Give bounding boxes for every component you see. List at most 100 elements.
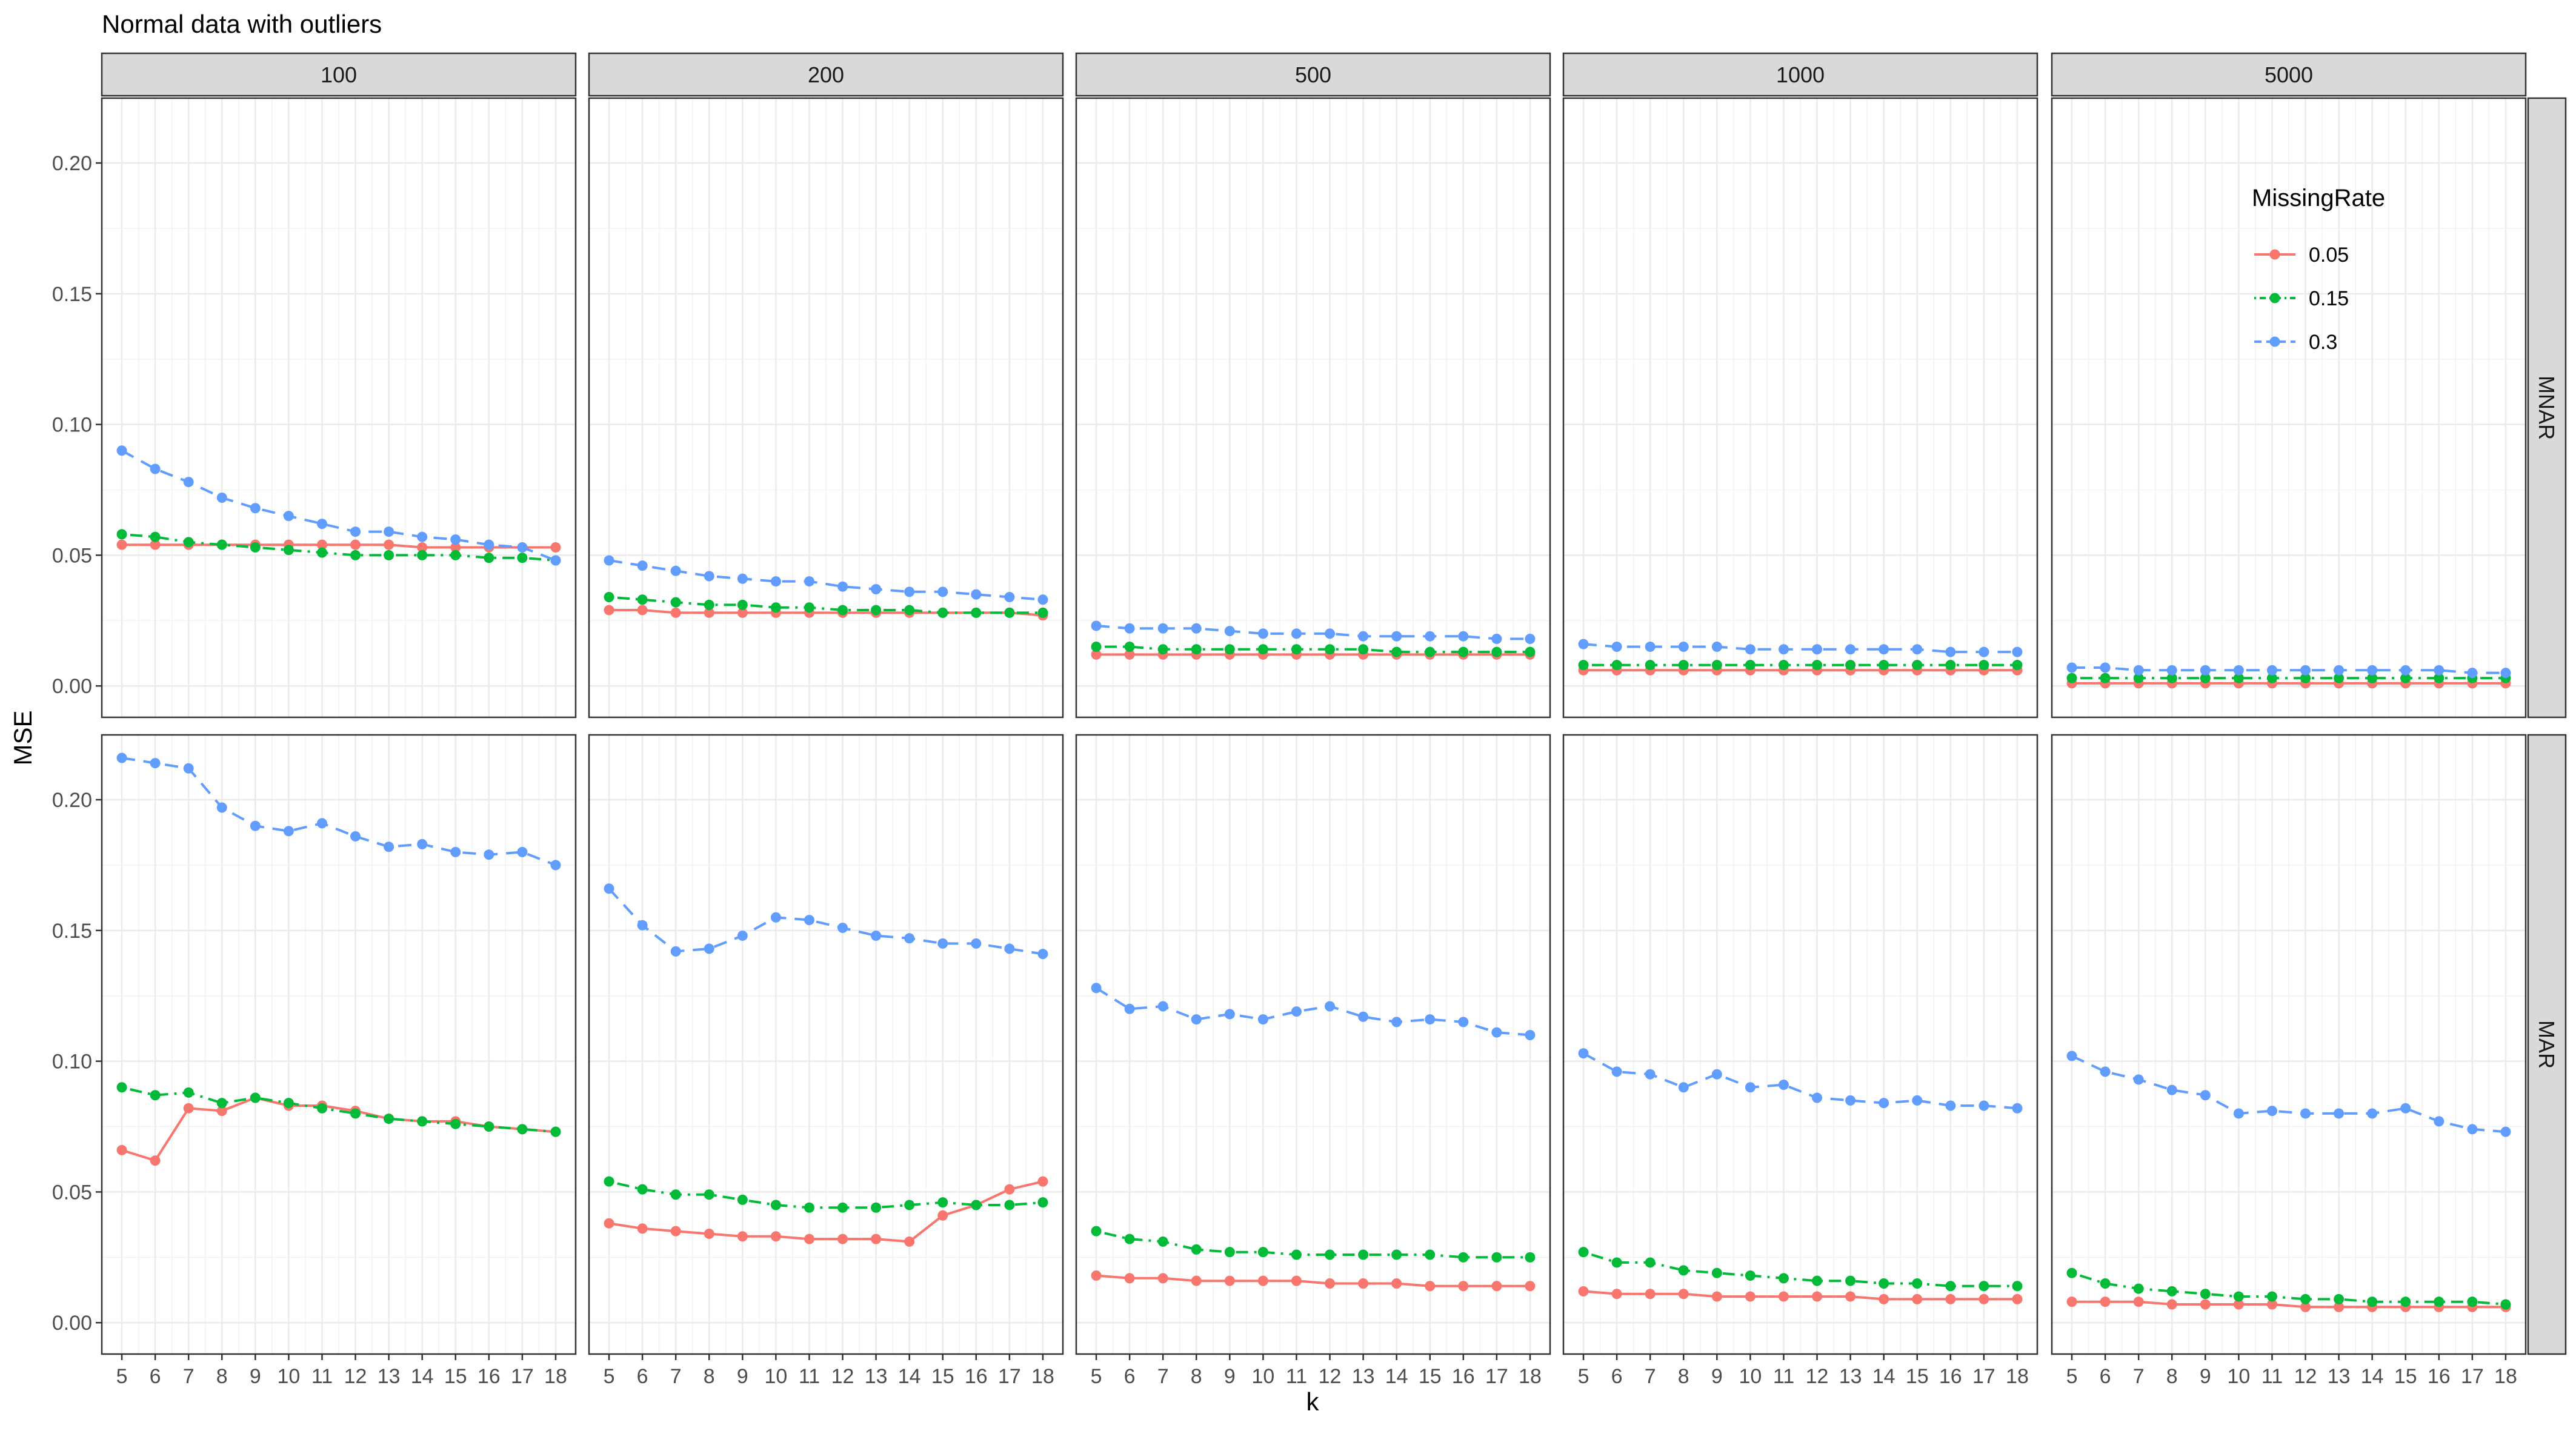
panel-border — [588, 97, 1064, 719]
x-tick-label: 14 — [2361, 1365, 2384, 1388]
data-point-0-15 — [2334, 1293, 2345, 1304]
data-point-0-3 — [1845, 644, 1856, 655]
data-point-0-3 — [871, 584, 882, 595]
data-point-0-15 — [1391, 1249, 1402, 1260]
data-point-0-15 — [2100, 672, 2111, 683]
data-point-0-3 — [2367, 1108, 2378, 1119]
data-point-0-3 — [2300, 1108, 2311, 1119]
data-point-0-3 — [2400, 1103, 2411, 1114]
data-point-0-15 — [1912, 660, 1923, 671]
data-point-0-15 — [1291, 1249, 1302, 1260]
x-tick-label: 6 — [637, 1365, 648, 1388]
x-tick-label: 18 — [1519, 1365, 1542, 1388]
data-point-0-3 — [1611, 1066, 1622, 1077]
data-point-0-15 — [2133, 672, 2144, 683]
data-point-0-15 — [2367, 672, 2378, 683]
series-line-0-15 — [608, 1180, 1043, 1209]
data-point-0-3 — [2500, 1126, 2511, 1137]
data-point-0-3 — [250, 820, 261, 831]
x-tick-label: 13 — [1839, 1365, 1862, 1388]
data-point-0-3 — [2334, 1108, 2345, 1119]
data-point-0-3 — [1257, 1014, 1268, 1025]
data-point-0-05 — [550, 542, 561, 553]
data-point-0-05 — [1325, 1278, 1336, 1289]
data-point-0-15 — [1678, 660, 1689, 671]
data-point-0-3 — [2133, 1074, 2144, 1085]
data-point-0-15 — [1458, 1252, 1469, 1263]
data-point-0-05 — [1091, 649, 1102, 660]
x-tick-label: 6 — [1124, 1365, 1136, 1388]
x-tick-label: 12 — [344, 1365, 367, 1388]
facet-strip-5000 — [2051, 52, 2527, 97]
x-tick-label: 10 — [1739, 1365, 1762, 1388]
data-point-0-15 — [1124, 1233, 1135, 1244]
x-tick-label: 7 — [2133, 1365, 2145, 1388]
data-point-0-15 — [2233, 672, 2244, 683]
data-point-0-3 — [1004, 591, 1015, 602]
data-point-0-15 — [1037, 1197, 1048, 1208]
data-point-0-15 — [1879, 1278, 1889, 1289]
data-point-0-15 — [837, 605, 848, 616]
data-point-0-05 — [637, 605, 648, 616]
data-point-0-3 — [1778, 1079, 1789, 1090]
data-point-0-3 — [150, 463, 161, 474]
data-point-0-05 — [604, 1218, 614, 1229]
x-tick-label: 7 — [1157, 1365, 1169, 1388]
series-line-0-15 — [1583, 1250, 2017, 1287]
data-point-0-3 — [871, 930, 882, 941]
x-tick-label: 18 — [2006, 1365, 2029, 1388]
data-point-0-3 — [417, 531, 428, 542]
data-point-0-15 — [484, 1121, 494, 1132]
data-point-0-05 — [2012, 1293, 2023, 1304]
data-point-0-05 — [1745, 1291, 1756, 1302]
data-point-0-3 — [1645, 1069, 1656, 1080]
data-point-0-3 — [116, 752, 127, 763]
facet-strip-label: 5000 — [2265, 62, 2313, 87]
data-point-0-15 — [316, 1103, 327, 1114]
data-point-0-3 — [2233, 665, 2244, 676]
data-point-0-15 — [2400, 1297, 2411, 1307]
panel-border — [2051, 97, 2527, 719]
data-point-0-3 — [1845, 1095, 1856, 1106]
facet-strip-200 — [588, 52, 1064, 97]
data-point-0-3 — [1812, 1092, 1823, 1103]
data-point-0-15 — [2166, 672, 2177, 683]
data-point-0-3 — [1004, 943, 1015, 954]
data-point-0-15 — [737, 599, 748, 610]
data-point-0-15 — [484, 553, 494, 563]
data-point-0-05 — [2100, 1297, 2111, 1307]
data-point-0-05 — [2300, 1301, 2311, 1312]
data-point-0-3 — [837, 923, 848, 934]
data-point-0-3 — [1291, 628, 1302, 639]
data-point-0-3 — [1358, 631, 1369, 642]
data-point-0-05 — [450, 542, 461, 553]
data-point-0-15 — [183, 1087, 194, 1098]
data-point-0-05 — [1004, 1184, 1015, 1195]
data-point-0-15 — [637, 594, 648, 605]
data-point-0-15 — [1645, 660, 1656, 671]
data-point-0-3 — [1358, 1011, 1369, 1022]
legend-key-point — [2269, 336, 2280, 347]
panel-border — [1075, 734, 1551, 1355]
legend-entry-label: 0.3 — [2309, 331, 2337, 354]
data-point-0-15 — [837, 1202, 848, 1213]
data-point-0-3 — [937, 938, 948, 949]
data-point-0-05 — [2266, 1299, 2277, 1310]
data-point-0-15 — [904, 605, 915, 616]
data-point-0-3 — [2434, 1116, 2445, 1127]
data-point-0-15 — [1678, 1265, 1689, 1276]
data-point-0-15 — [2266, 672, 2277, 683]
x-tick-label: 15 — [931, 1365, 954, 1388]
data-point-0-05 — [704, 607, 714, 618]
series-line-0-3 — [1583, 643, 2017, 654]
data-point-0-15 — [283, 545, 294, 556]
data-point-0-15 — [1845, 1275, 1856, 1286]
data-point-0-3 — [637, 920, 648, 931]
data-point-0-15 — [1812, 1275, 1823, 1286]
series-line-0-05 — [608, 1180, 1043, 1243]
data-point-0-15 — [2066, 672, 2077, 683]
data-point-0-15 — [1979, 1281, 1989, 1292]
data-point-0-3 — [2100, 662, 2111, 673]
data-point-0-15 — [116, 529, 127, 540]
